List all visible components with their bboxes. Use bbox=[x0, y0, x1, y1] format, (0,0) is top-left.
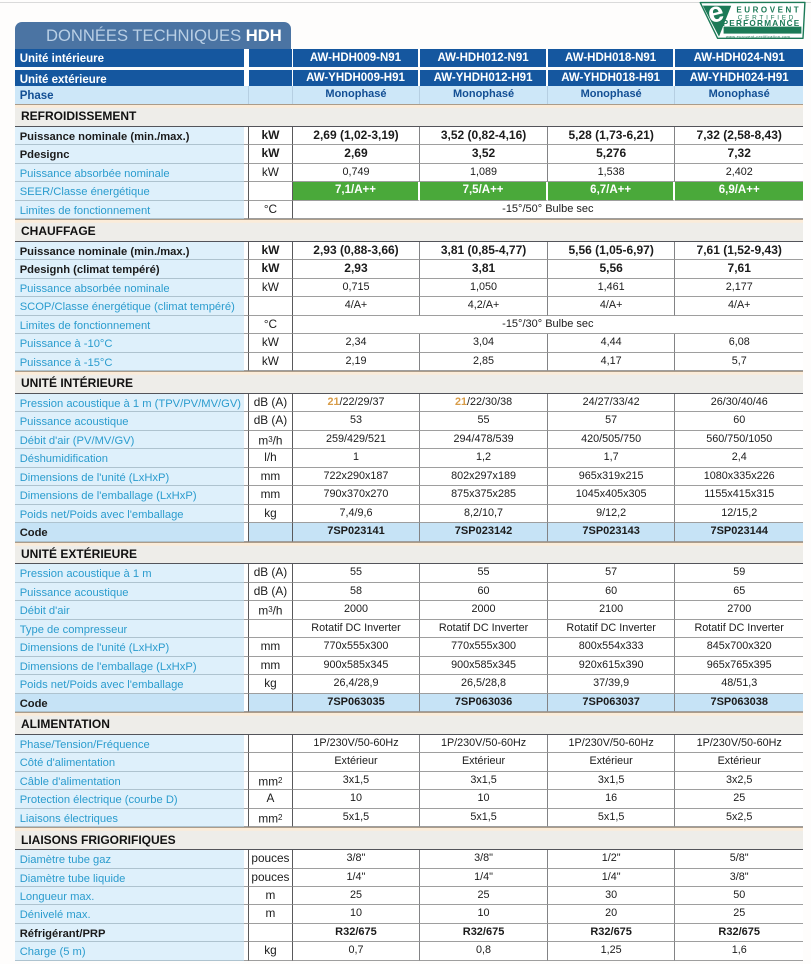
svg-text:e: e bbox=[704, 1, 727, 29]
svg-text:EUROVENT: EUROVENT bbox=[736, 5, 801, 14]
svg-text:PERFORMANCE: PERFORMANCE bbox=[723, 19, 801, 28]
svg-text:www.eurovent-certification.com: www.eurovent-certification.com bbox=[726, 34, 791, 39]
svg-text:CERTIFIED: CERTIFIED bbox=[738, 15, 796, 22]
